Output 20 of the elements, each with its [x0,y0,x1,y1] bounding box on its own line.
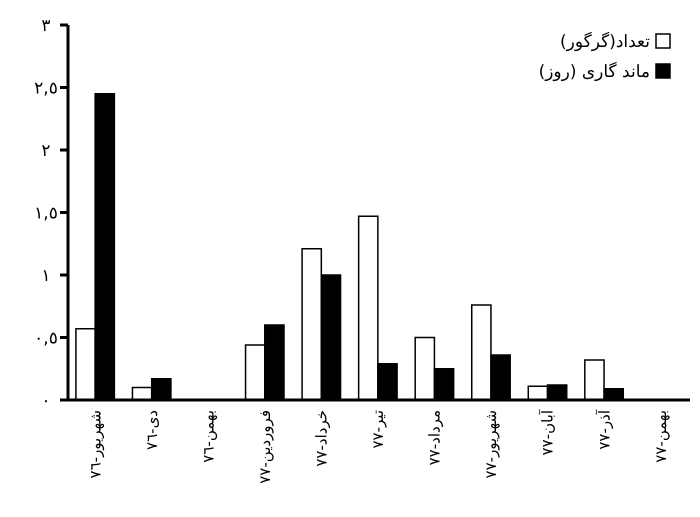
x-tick-label: دی-٧٦ [142,410,161,450]
y-tick-label: ٣ [41,16,51,36]
legend-label: ماند گاری (روز) [538,61,650,82]
x-tick-label: فروردین-٧٧ [256,410,274,484]
x-tick-label: بهمن-٧٦ [199,410,218,463]
y-tick-label: ٢ [41,141,51,161]
y-tick-label: ١,٥ [34,204,58,224]
x-tick-label: بهمن-٧٧ [652,410,670,463]
x-tick-label: شهریور-٧٦ [86,410,104,478]
x-tick-label: آبان-٧٧ [538,409,557,456]
x-tick-label: مرداد-٧٧ [426,410,444,466]
x-tick-label: آذر-٧٧ [594,409,614,450]
y-tick-label: ٢,٥ [34,78,58,98]
y-tick-label: ٠ [41,391,51,411]
x-tick-label: شهریور-٧٧ [482,410,500,478]
x-tick-label: تیر-٧٧ [369,410,388,449]
legend-label: تعداد(گرگور) [560,31,650,52]
x-tick-label: خرداد-٧٧ [312,410,331,467]
y-tick-label: ٠,٥ [34,328,58,348]
y-tick-label: ١ [41,266,51,286]
